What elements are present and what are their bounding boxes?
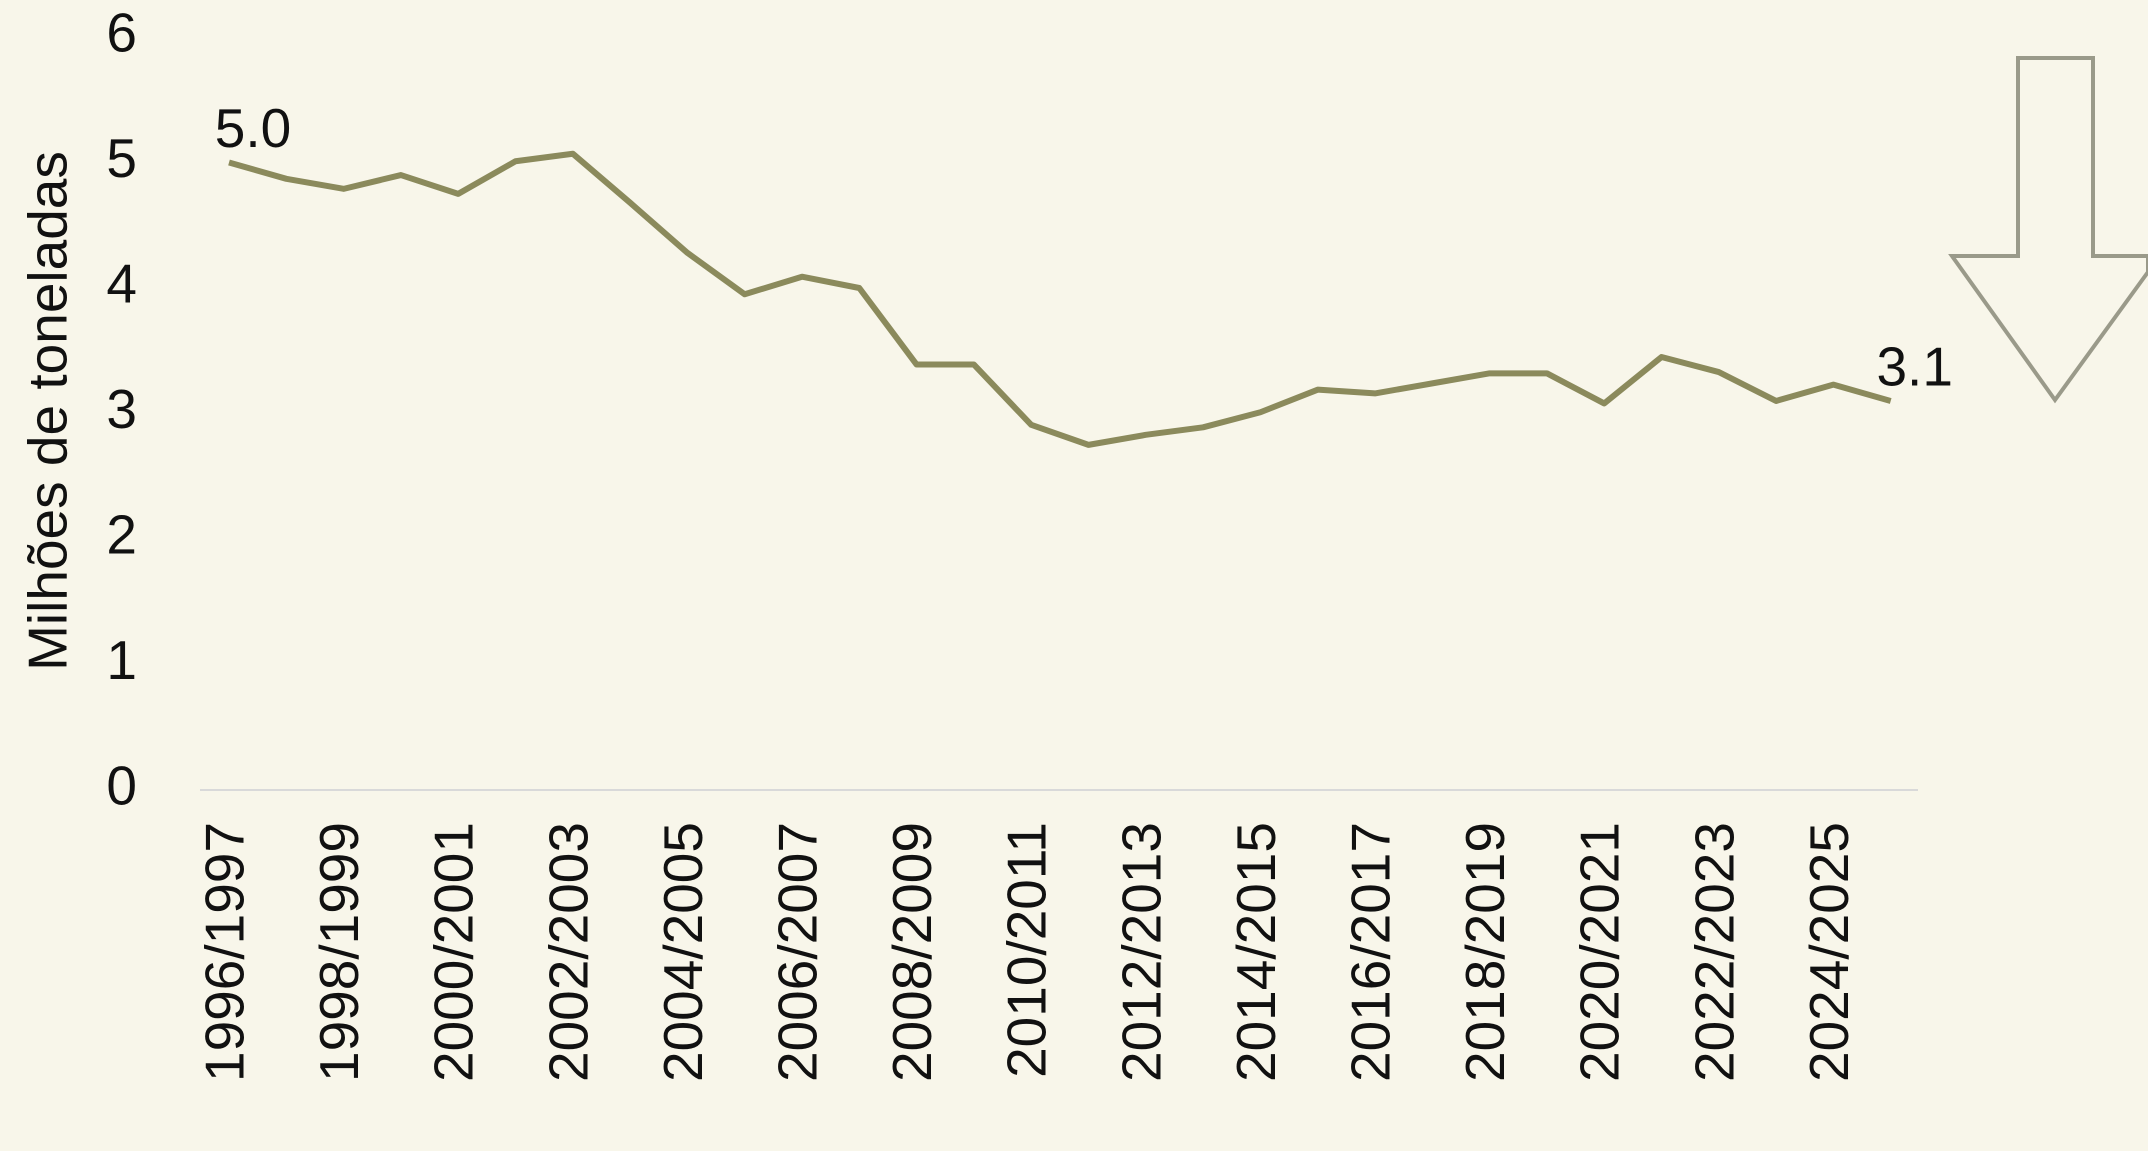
x-tick-label: 2018/2019 [1454,822,1516,1082]
x-tick-label: 1998/1999 [308,822,370,1082]
x-tick-label: 1996/1997 [194,822,256,1082]
data-label: 3.1 [1876,335,1952,397]
y-tick-label: 6 [106,2,137,64]
y-tick-label: 2 [106,504,137,566]
x-tick-label: 2002/2003 [537,822,599,1082]
x-tick-label: 2008/2009 [881,822,943,1082]
x-tick-label: 2004/2005 [652,822,714,1082]
data-line [228,150,1892,448]
x-tick-label: 2000/2001 [423,822,485,1082]
y-tick-label: 4 [106,253,137,315]
y-tick-label: 0 [106,755,137,817]
down-arrow [1948,56,2148,404]
x-tick-label: 2014/2015 [1225,822,1287,1082]
data-label: 5.0 [215,97,291,159]
x-tick-label: 2012/2013 [1110,822,1172,1082]
y-tick-label: 1 [106,629,137,691]
y-tick-label: 5 [106,127,137,189]
x-tick-label: 2020/2021 [1569,822,1631,1082]
y-tick-label: 3 [106,378,137,440]
x-tick-label: 2010/2011 [996,822,1058,1078]
x-tick-label: 2006/2007 [767,822,829,1082]
x-tick-label: 2016/2017 [1340,822,1402,1082]
x-tick-label: 2024/2025 [1798,822,1860,1082]
y-axis-title: Milhões de toneladas [17,151,79,671]
x-tick-label: 2022/2023 [1683,822,1745,1082]
